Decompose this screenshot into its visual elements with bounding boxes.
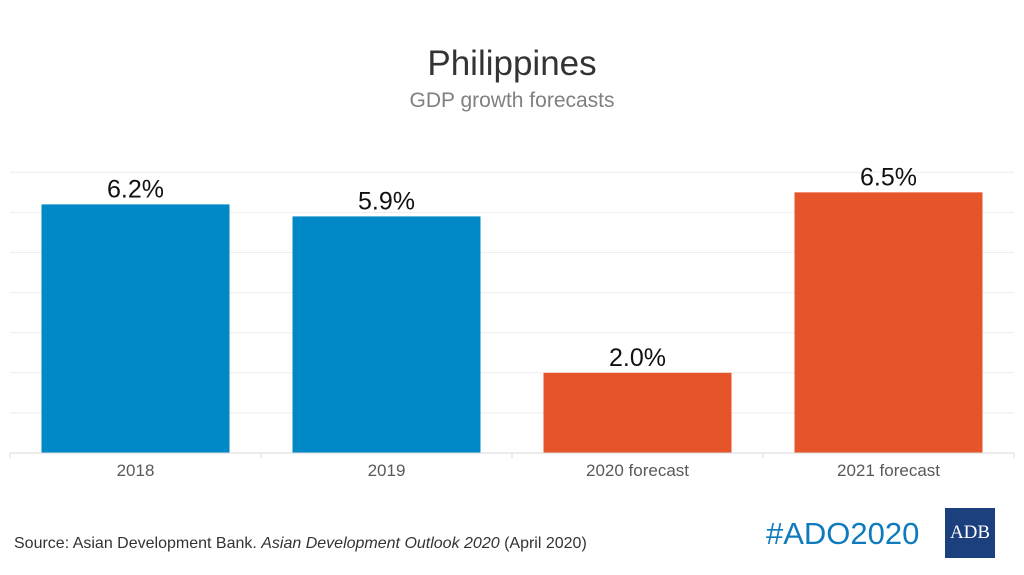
bar bbox=[543, 372, 732, 453]
bar bbox=[794, 192, 983, 453]
adb-logo: ADB bbox=[945, 508, 995, 558]
source-prefix: Source: Asian Development Bank. bbox=[14, 535, 262, 552]
source-publication: Asian Development Outlook 2020 bbox=[261, 535, 500, 552]
source-suffix: (April 2020) bbox=[499, 535, 587, 552]
bar bbox=[41, 204, 230, 453]
x-tick-label: 2021 forecast bbox=[837, 461, 940, 480]
chart-title: Philippines bbox=[427, 44, 597, 83]
x-tick-label: 2019 bbox=[368, 461, 406, 480]
hashtag-label: #ADO2020 bbox=[766, 516, 920, 551]
chart-subtitle: GDP growth forecasts bbox=[409, 89, 615, 112]
x-tick-label: 2018 bbox=[117, 461, 155, 480]
data-label: 6.5% bbox=[860, 163, 917, 191]
data-label: 5.9% bbox=[358, 187, 415, 215]
bar bbox=[292, 216, 481, 453]
x-tick-label: 2020 forecast bbox=[586, 461, 689, 480]
data-label: 6.2% bbox=[107, 175, 164, 203]
bar-chart: 6.2% 2018 5.9% 2019 2.0% 2020 forecast 6.5% 202… bbox=[9, 163, 1015, 480]
source-note: Source: Asian Development Bank. Asian De… bbox=[14, 535, 587, 553]
data-label: 2.0% bbox=[609, 344, 666, 372]
